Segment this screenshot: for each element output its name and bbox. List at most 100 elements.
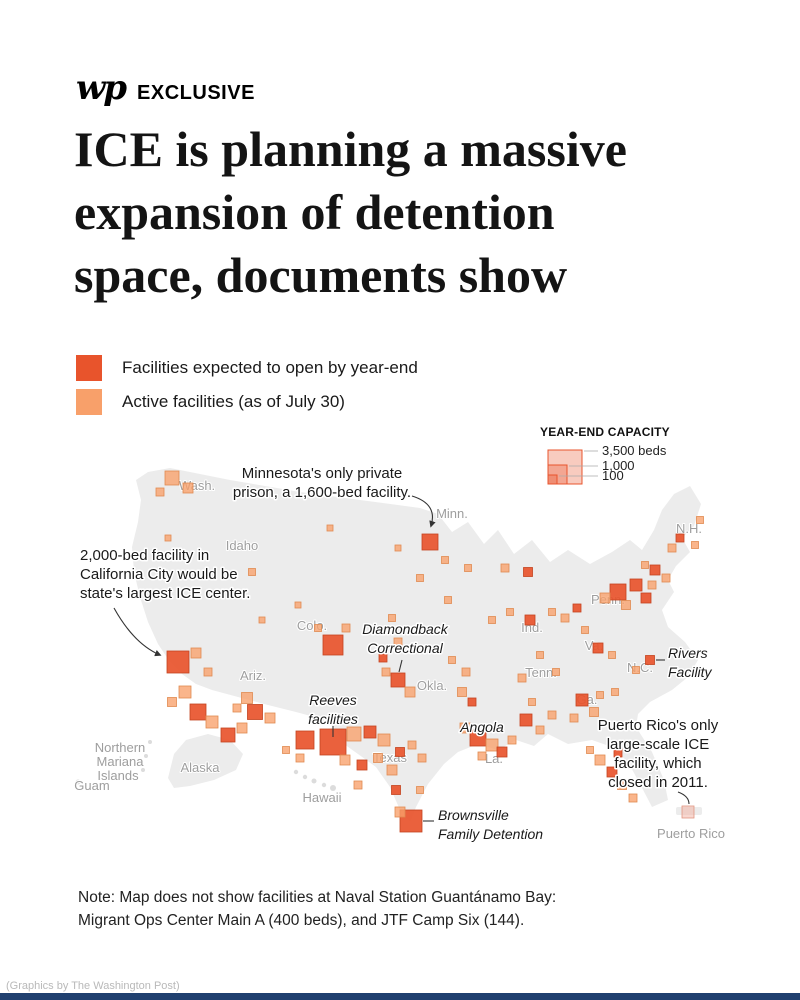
graphics-credit: (Graphics by The Washington Post): [6, 980, 180, 992]
facility-square: [155, 487, 165, 497]
facility-square: [167, 697, 177, 707]
washington-post-logo: wp: [76, 68, 127, 108]
facility-square: [248, 568, 256, 576]
bottom-bar: [0, 993, 800, 1000]
facility-square: [416, 574, 424, 582]
kicker: wp EXCLUSIVE: [76, 68, 255, 108]
facility-square: [488, 616, 496, 624]
legend-active-label: Active facilities (as of July 30): [122, 392, 345, 411]
facility-square: [247, 704, 263, 720]
legend-row-active: Active facilities (as of July 30): [76, 389, 418, 415]
headline-line-3: space, documents show: [74, 247, 568, 303]
state-label: Idaho: [226, 538, 259, 553]
facility-square: [507, 735, 517, 745]
facility-square: [294, 601, 302, 609]
facility-square: [407, 740, 417, 750]
hawaii-islands: [293, 769, 336, 791]
facility-square: [373, 753, 383, 763]
facility-square: [477, 751, 487, 761]
capacity-label: 100: [602, 468, 624, 483]
facility-square: [548, 608, 556, 616]
facility-square: [356, 759, 368, 771]
state-label: Mariana: [97, 754, 145, 769]
facility-square: [485, 738, 499, 752]
headline-line-2: expansion of detention: [74, 184, 555, 240]
state-label: Okla.: [417, 678, 447, 693]
capacity-legend-title: YEAR-END CAPACITY: [540, 425, 670, 439]
facility-square: [617, 780, 627, 790]
facility-square: [506, 608, 514, 616]
facility-square: [377, 733, 391, 747]
state-label: Puerto Rico: [657, 826, 725, 841]
facility-square: [394, 544, 402, 552]
pacific-territories: [75, 740, 152, 785]
map-annotation: Brownsville Family Detention: [423, 806, 545, 844]
map-annotation: Puerto Rico's only large-scale ICE facilit…: [596, 716, 720, 805]
facility-square: [599, 592, 611, 604]
facility-square: [164, 534, 172, 542]
map-legend: Facilities expected to open by year-end …: [76, 355, 418, 423]
facility-square: [523, 567, 533, 577]
facility-square: [393, 637, 403, 647]
state-label: Minn.: [436, 506, 468, 521]
state-label: Alaska: [180, 760, 220, 775]
facility-square: [282, 746, 290, 754]
capacity-square: [547, 474, 558, 485]
alaska-shape: [168, 734, 243, 788]
facility-square: [394, 806, 406, 818]
active-swatch: [76, 389, 102, 415]
facility-square: [596, 691, 604, 699]
facility-square: [613, 748, 623, 758]
state-label: Ariz.: [240, 668, 266, 683]
facility-square: [609, 583, 627, 601]
facility-square: [640, 592, 652, 604]
facility-square: [641, 561, 649, 569]
facility-square: [404, 686, 416, 698]
planned-swatch: [76, 355, 102, 381]
facility-square: [524, 614, 536, 626]
facility-square: [500, 563, 510, 573]
facility-square: [517, 673, 527, 683]
facility-square: [581, 626, 589, 634]
facility-square: [395, 747, 405, 757]
facility-square: [205, 715, 219, 729]
facility-square: [381, 667, 391, 677]
facility-square: [164, 470, 180, 486]
facility-square: [241, 692, 253, 704]
svg-text:Angola: Angola: [459, 719, 504, 735]
facility-square: [560, 613, 570, 623]
facility-square: [190, 647, 202, 659]
facilities-layer: [155, 470, 704, 833]
facility-square: [421, 533, 439, 551]
map-annotation: Reeves facilities: [307, 691, 359, 737]
map-annotation: Rivers Facility: [656, 644, 714, 682]
facility-square: [378, 653, 388, 663]
map-annotation: Angola: [458, 718, 506, 737]
facility-square: [611, 688, 619, 696]
facility-square: [390, 672, 406, 688]
facility-square: [444, 596, 452, 604]
headline-line-1: ICE is planning a massive: [74, 121, 627, 177]
facility-square: [628, 793, 638, 803]
facility-square: [457, 687, 467, 697]
facility-square: [314, 624, 322, 632]
facility-square: [519, 713, 533, 727]
kicker-label: EXCLUSIVE: [137, 82, 255, 104]
facility-square: [326, 524, 334, 532]
facility-square: [388, 614, 396, 622]
facility-square: [295, 730, 315, 750]
facility-square: [236, 722, 248, 734]
facility-square: [535, 725, 545, 735]
facility-square: [203, 667, 213, 677]
note-line-2: Migrant Ops Center Main A (400 beds), an…: [78, 912, 525, 930]
map-annotation: Diamondback Correctional: [361, 620, 450, 673]
facility-square: [608, 651, 616, 659]
facility-square: [649, 564, 661, 576]
facility-square: [572, 603, 582, 613]
facility-square: [232, 703, 242, 713]
